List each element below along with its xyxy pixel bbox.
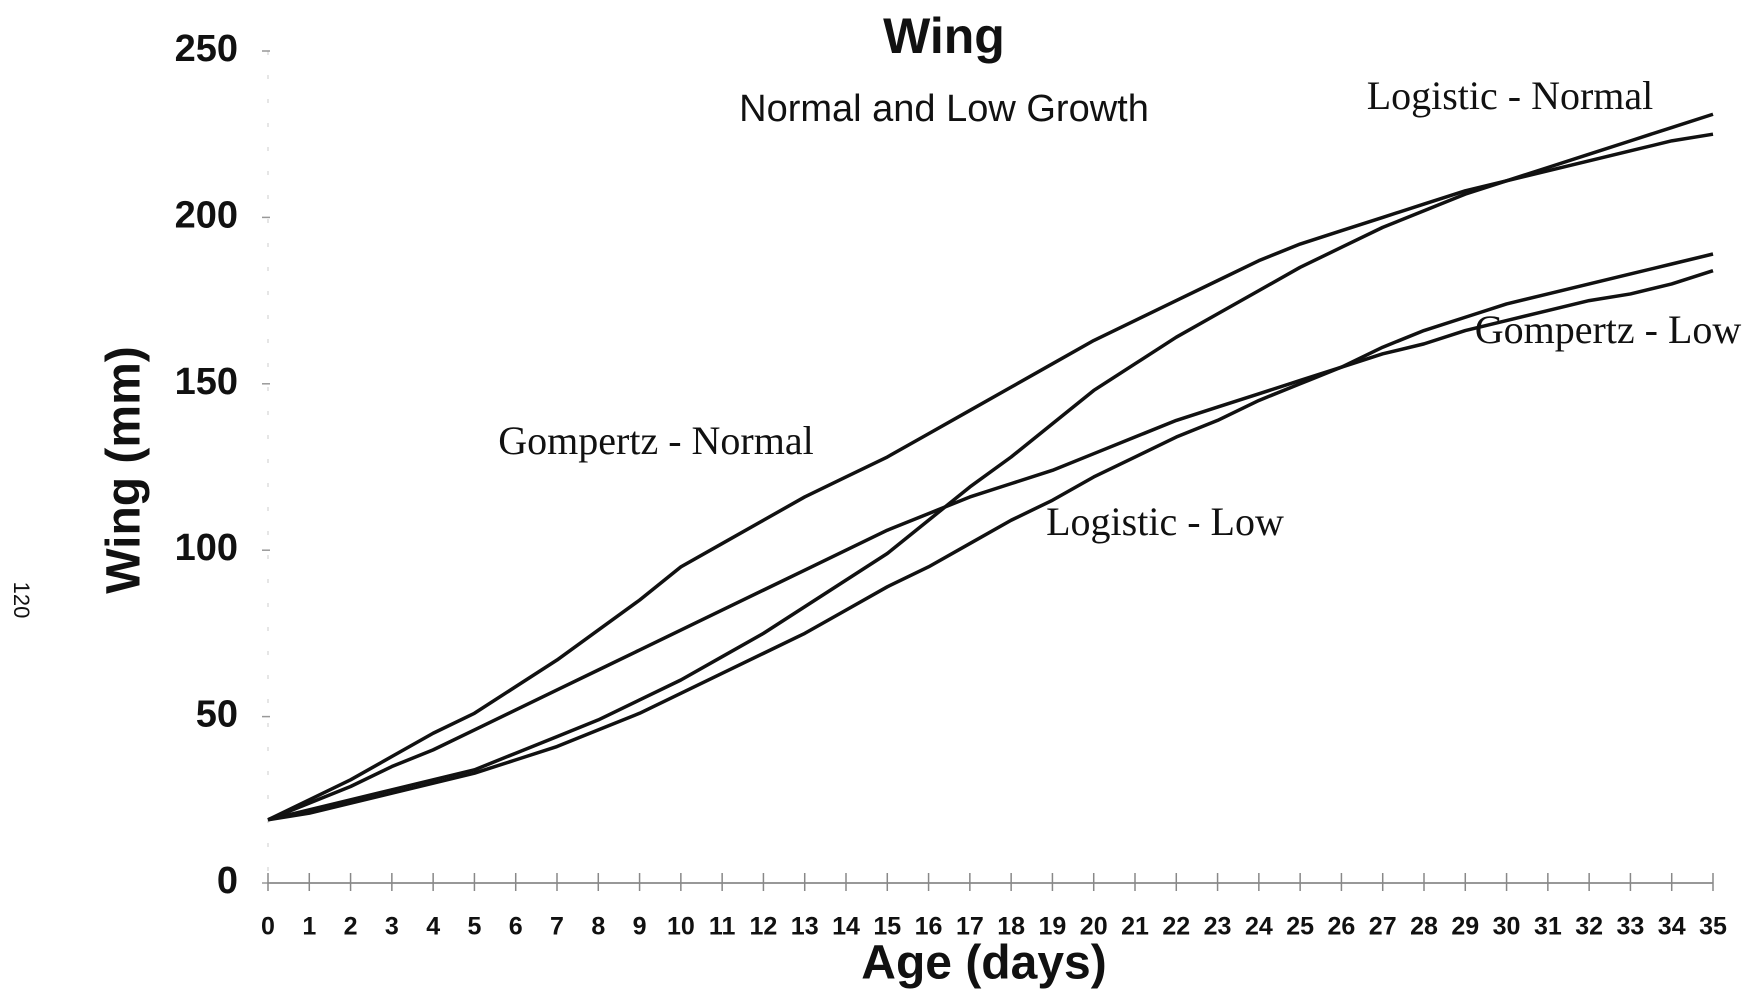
x-tick-label: 25 [1286, 913, 1314, 941]
x-tick-label: 27 [1369, 913, 1397, 941]
series-label: Logistic - Low [1046, 499, 1284, 544]
x-axis-label: Age (days) [861, 937, 1106, 990]
chart-title: Wing [883, 8, 1005, 64]
x-tick-label: 14 [832, 913, 860, 941]
y-tick-label: 200 [175, 194, 238, 236]
x-tick-label: 34 [1658, 913, 1686, 941]
x-tick-label: 9 [633, 913, 647, 941]
x-tick-label: 28 [1410, 913, 1438, 941]
x-tick-label: 22 [1162, 913, 1190, 941]
x-tick-label: 12 [750, 913, 778, 941]
y-tick-label: 150 [175, 361, 238, 403]
y-tick-label: 0 [217, 860, 238, 902]
x-tick-label: 24 [1245, 913, 1273, 941]
x-tick-label: 0 [261, 913, 275, 941]
x-tick-label: 32 [1575, 913, 1603, 941]
x-tick-label: 8 [591, 913, 605, 941]
x-tick-label: 11 [709, 913, 736, 941]
chart-subtitle: Normal and Low Growth [739, 88, 1149, 130]
x-tick-label: 6 [509, 913, 523, 941]
x-tick-label: 10 [667, 913, 695, 941]
y-tick-label: 250 [175, 28, 238, 70]
page-number: 120 [9, 582, 34, 619]
y-axis-label: Wing (mm) [98, 346, 151, 594]
x-tick-label: 3 [385, 913, 399, 941]
x-tick-label: 4 [426, 913, 440, 941]
x-tick-label: 31 [1534, 913, 1562, 941]
x-tick-label: 1 [302, 913, 316, 941]
series-line [267, 252, 1714, 822]
series-line [267, 112, 1714, 822]
series-label: Gompertz - Normal [498, 418, 813, 463]
x-tick-label: 20 [1080, 913, 1108, 941]
x-tick-label: 19 [1039, 913, 1067, 941]
x-tick-label: 17 [956, 913, 984, 941]
x-tick-label: 30 [1493, 913, 1521, 941]
series-line [267, 268, 1714, 822]
series-label: Gompertz - Low [1475, 307, 1742, 352]
x-tick-label: 26 [1328, 913, 1356, 941]
x-tick-label: 21 [1121, 913, 1149, 941]
x-tick-label: 35 [1699, 913, 1727, 941]
y-tick-label: 50 [196, 694, 238, 736]
series-line [267, 132, 1714, 822]
x-tick-label: 2 [344, 913, 358, 941]
x-tick-label: 15 [873, 913, 901, 941]
series-label: Logistic - Normal [1367, 73, 1654, 118]
x-tick-label: 29 [1451, 913, 1479, 941]
x-tick-label: 5 [467, 913, 481, 941]
x-tick-label: 7 [550, 913, 564, 941]
x-tick-label: 13 [791, 913, 819, 941]
x-tick-label: 23 [1204, 913, 1232, 941]
x-tick-label: 16 [915, 913, 943, 941]
y-tick-label: 100 [175, 527, 238, 569]
x-tick-label: 18 [997, 913, 1025, 941]
x-tick-label: 33 [1617, 913, 1645, 941]
